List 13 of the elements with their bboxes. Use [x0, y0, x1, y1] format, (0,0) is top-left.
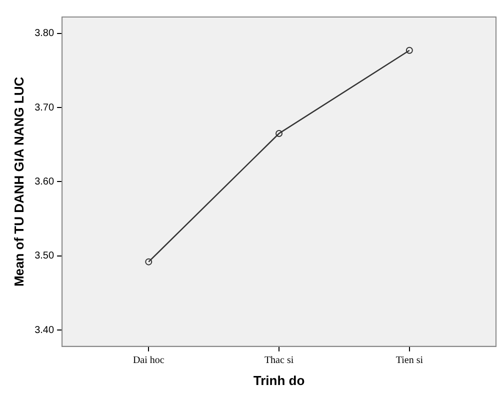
- x-tick-label: Dai hoc: [132, 355, 165, 366]
- y-tick-label: 3.60: [34, 176, 54, 188]
- y-tick-label: 3.70: [34, 102, 54, 114]
- y-axis-title: Mean of TU DANH GIA NANG LUC: [11, 76, 26, 287]
- x-axis-title: Trinh do: [253, 372, 305, 388]
- y-tick-label: 3.40: [34, 324, 54, 336]
- y-tick-label: 3.50: [34, 250, 54, 262]
- point: [406, 46, 413, 54]
- point: [276, 130, 283, 137]
- point: [145, 258, 152, 266]
- x-tick-label: Tien si: [396, 355, 424, 366]
- x-tick-label: Thac si: [264, 355, 294, 366]
- y-tick-label: 3.80: [34, 28, 54, 40]
